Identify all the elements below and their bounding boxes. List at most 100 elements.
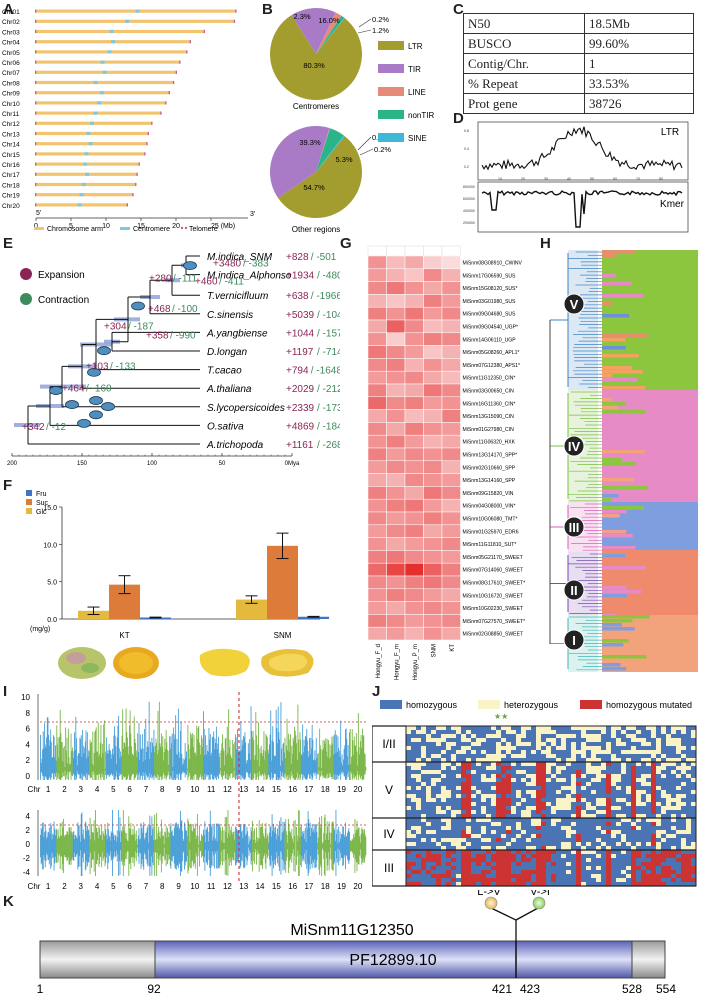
- genotype-cell: [506, 774, 512, 779]
- genotype-cell: [531, 858, 537, 863]
- centromere: [99, 91, 104, 95]
- genotype-cell: [646, 758, 652, 763]
- y-tick-label: 5.0: [47, 580, 57, 587]
- genotype-cell: [461, 882, 467, 887]
- genotype-cell: [581, 758, 587, 763]
- genotype-cell: [481, 874, 487, 879]
- genotype-cell: [606, 762, 612, 767]
- genotype-cell: [576, 818, 582, 823]
- genotype-cell: [486, 810, 492, 815]
- genotype-cell: [466, 798, 472, 803]
- heatmap-cell: [386, 588, 406, 602]
- genotype-cell: [611, 846, 617, 851]
- genotype-cell: [656, 750, 662, 755]
- heatmap-cell: [441, 575, 461, 590]
- genotype-cell: [451, 818, 457, 823]
- axis-tick-label: 15: [137, 223, 145, 230]
- genotype-cell: [426, 862, 432, 867]
- genotype-cell: [496, 854, 502, 859]
- genotype-cell: [636, 854, 642, 859]
- genotype-cell: [566, 858, 572, 863]
- genotype-cell: [591, 730, 597, 735]
- genotype-cell: [651, 802, 657, 807]
- genotype-cell: [686, 854, 692, 859]
- genotype-cell: [596, 746, 602, 751]
- genotype-cell: [596, 766, 602, 771]
- genotype-cell: [566, 742, 572, 747]
- genotype-cell: [576, 850, 582, 855]
- genotype-cell: [596, 874, 602, 879]
- centromere: [135, 9, 140, 13]
- genotype-cell: [516, 782, 522, 787]
- genotype-cell: [506, 794, 512, 799]
- genotype-cell: [416, 774, 422, 779]
- genotype-cell: [651, 846, 657, 851]
- genotype-cell: [676, 730, 682, 735]
- genotype-cell: [546, 766, 552, 771]
- chromosome-label: Chr14: [2, 142, 20, 149]
- genotype-cell: [601, 794, 607, 799]
- genotype-cell: [526, 814, 532, 819]
- genotype-cell: [586, 770, 592, 775]
- genotype-cell: [546, 854, 552, 859]
- genotype-cell: [466, 842, 472, 847]
- genotype-cell: [651, 762, 657, 767]
- genotype-cell: [676, 846, 682, 851]
- genotype-cell: [441, 870, 447, 875]
- genotype-cell: [581, 842, 587, 847]
- genotype-cell: [431, 786, 437, 791]
- genotype-cell: [686, 766, 692, 771]
- genotype-cell: [491, 882, 497, 887]
- genotype-cell: [421, 790, 427, 795]
- genotype-cell: [476, 738, 482, 743]
- genotype-cell: [456, 742, 462, 747]
- genotype-cell: [516, 758, 522, 763]
- genotype-cell: [411, 734, 417, 739]
- genotype-cell: [556, 754, 562, 759]
- contraction-count: / -2681: [317, 440, 340, 451]
- genotype-cell: [501, 778, 507, 783]
- genotype-cell: [546, 846, 552, 851]
- genotype-cell: [651, 810, 657, 815]
- genotype-cell: [511, 770, 517, 775]
- genotype-cell: [561, 786, 567, 791]
- telomere: [35, 131, 37, 136]
- genotype-cell: [486, 834, 492, 839]
- genotype-cell: [671, 870, 677, 875]
- genotype-cell: [406, 754, 412, 759]
- genotype-cell: [666, 830, 672, 835]
- genotype-cell: [681, 862, 687, 867]
- genotype-cell: [486, 862, 492, 867]
- genotype-cell: [686, 858, 692, 863]
- genotype-cell: [691, 778, 697, 783]
- genotype-cell: [526, 862, 532, 867]
- genotype-cell: [531, 762, 537, 767]
- genotype-cell: [411, 762, 417, 767]
- genotype-cell: [516, 802, 522, 807]
- genotype-cell: [606, 826, 612, 831]
- genotype-cell: [656, 838, 662, 843]
- heatmap-cell: [441, 614, 461, 628]
- genotype-cell: [581, 726, 587, 731]
- genotype-cell: [611, 726, 617, 731]
- genotype-cell: [546, 726, 552, 731]
- genotype-cell: [431, 750, 437, 755]
- genotype-cell: [576, 854, 582, 859]
- genotype-cell: [446, 806, 452, 811]
- centromere: [107, 50, 112, 54]
- genotype-cell: [516, 734, 522, 739]
- genotype-cell: [546, 834, 552, 839]
- genotype-cell: [636, 830, 642, 835]
- genotype-cell: [676, 862, 682, 867]
- genotype-cell: [431, 774, 437, 779]
- genotype-cell: [491, 874, 497, 879]
- genotype-cell: [441, 826, 447, 831]
- genotype-cell: [521, 754, 527, 759]
- genotype-cell: [426, 842, 432, 847]
- genotype-cell: [496, 838, 502, 843]
- genotype-cell: [456, 774, 462, 779]
- centromere: [88, 142, 93, 146]
- genotype-cell: [596, 810, 602, 815]
- heatmap-cell: [441, 396, 461, 410]
